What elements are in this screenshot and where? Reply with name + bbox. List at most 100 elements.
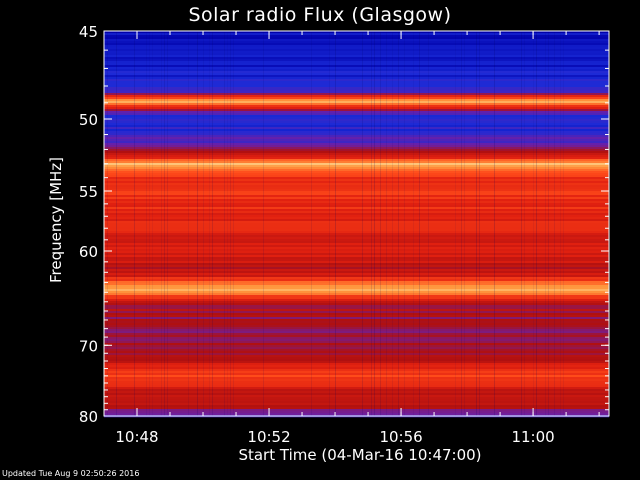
time-texture-strip xyxy=(563,31,564,416)
time-texture-strip xyxy=(404,31,405,416)
spectrogram-row xyxy=(104,167,609,170)
spectrogram-row xyxy=(104,269,609,272)
spectrogram-row xyxy=(104,313,609,316)
spectrogram-row xyxy=(104,389,609,392)
spectrogram-row xyxy=(104,137,609,140)
x-tick-label: 10:48 xyxy=(115,428,158,446)
time-texture-strip xyxy=(479,31,480,416)
spectrogram-row xyxy=(104,341,609,344)
spectrogram-row xyxy=(104,95,609,98)
spectrogram-row xyxy=(104,55,609,58)
spectrogram-row xyxy=(104,335,609,338)
time-texture-strip xyxy=(428,31,429,416)
y-tick-label: 55 xyxy=(79,183,98,201)
spectrogram-row xyxy=(104,31,609,34)
spectrogram-row xyxy=(104,251,609,254)
time-texture-strip xyxy=(329,31,330,416)
spectrogram-row xyxy=(104,203,609,206)
time-texture-strip xyxy=(548,31,549,416)
spectrogram-row xyxy=(104,159,609,162)
spectrogram-row xyxy=(104,349,609,352)
time-texture-strip xyxy=(461,31,462,416)
spectrogram-row xyxy=(104,371,609,374)
time-texture-strip xyxy=(545,31,546,416)
time-texture-strip xyxy=(380,31,381,416)
spectrogram-row xyxy=(104,317,609,320)
spectrogram-row xyxy=(104,347,609,350)
spectrogram-row xyxy=(104,129,609,132)
spectrogram-row xyxy=(104,261,609,264)
spectrogram-row xyxy=(104,87,609,90)
spectrogram-row xyxy=(104,165,609,168)
time-texture-strip xyxy=(230,31,231,416)
spectrogram-row xyxy=(104,411,609,414)
spectrogram-row xyxy=(104,201,609,204)
spectrogram-row xyxy=(104,277,609,280)
spectrogram-row xyxy=(104,185,609,188)
spectrogram-row xyxy=(104,355,609,358)
spectrogram-row xyxy=(104,147,609,150)
time-texture-strip xyxy=(554,31,555,416)
spectrogram-row xyxy=(104,275,609,278)
spectrogram-row xyxy=(104,115,609,118)
spectrogram-row xyxy=(104,199,609,202)
time-texture-strip xyxy=(335,31,336,416)
spectrogram-row xyxy=(104,133,609,136)
time-texture-strip xyxy=(197,31,198,416)
spectrogram-row xyxy=(104,37,609,40)
spectrogram-row xyxy=(104,175,609,178)
spectrogram-row xyxy=(104,249,609,252)
spectrogram-row xyxy=(104,385,609,388)
spectrogram-row xyxy=(104,351,609,354)
chart-title: Solar radio Flux (Glasgow) xyxy=(188,4,452,26)
spectrogram-row xyxy=(104,361,609,364)
spectrogram-row xyxy=(104,125,609,128)
time-texture-strip xyxy=(311,31,312,416)
spectrogram-row xyxy=(104,153,609,156)
time-texture-strip xyxy=(224,31,225,416)
time-texture-strip xyxy=(386,31,387,416)
spectrogram-row xyxy=(104,301,609,304)
spectrogram-row xyxy=(104,43,609,46)
x-tick-label: 10:56 xyxy=(379,428,422,446)
spectrogram-row xyxy=(104,413,609,416)
time-texture-strip xyxy=(476,31,477,416)
spectrogram-row xyxy=(104,157,609,160)
plot-frame xyxy=(103,30,610,417)
spectrogram-row xyxy=(104,327,609,330)
time-texture-strip xyxy=(161,31,162,416)
spectrogram-row xyxy=(104,109,609,112)
spectrogram-row xyxy=(104,383,609,386)
spectrogram-row xyxy=(104,121,609,124)
spectrogram-row xyxy=(104,357,609,360)
spectrogram-row xyxy=(104,405,609,408)
spectrogram-row xyxy=(104,247,609,250)
spectrogram-row xyxy=(104,89,609,92)
spectrogram-row xyxy=(104,107,609,110)
spectrogram-row xyxy=(104,47,609,50)
x-tick-label: 10:52 xyxy=(247,428,290,446)
spectrogram-row xyxy=(104,163,609,166)
spectrogram-row xyxy=(104,45,609,48)
spectrogram-row xyxy=(104,77,609,80)
spectrogram-row xyxy=(104,241,609,244)
spectrogram-row xyxy=(104,229,609,232)
spectrogram-row xyxy=(104,287,609,290)
spectrogram-row xyxy=(104,315,609,318)
spectrogram-row xyxy=(104,173,609,176)
spectrogram-row xyxy=(104,219,609,222)
time-texture-strip xyxy=(560,31,561,416)
spectrogram-row xyxy=(104,409,609,412)
spectrogram-row xyxy=(104,71,609,74)
spectrogram-row xyxy=(104,79,609,82)
spectrogram-row xyxy=(104,187,609,190)
spectrogram-row xyxy=(104,83,609,86)
time-texture-strip xyxy=(152,31,153,416)
spectrogram-row xyxy=(104,305,609,308)
spectrogram-row xyxy=(104,281,609,284)
spectrogram-row xyxy=(104,291,609,294)
spectrogram-row xyxy=(104,235,609,238)
y-tick-label: 80 xyxy=(79,408,98,426)
